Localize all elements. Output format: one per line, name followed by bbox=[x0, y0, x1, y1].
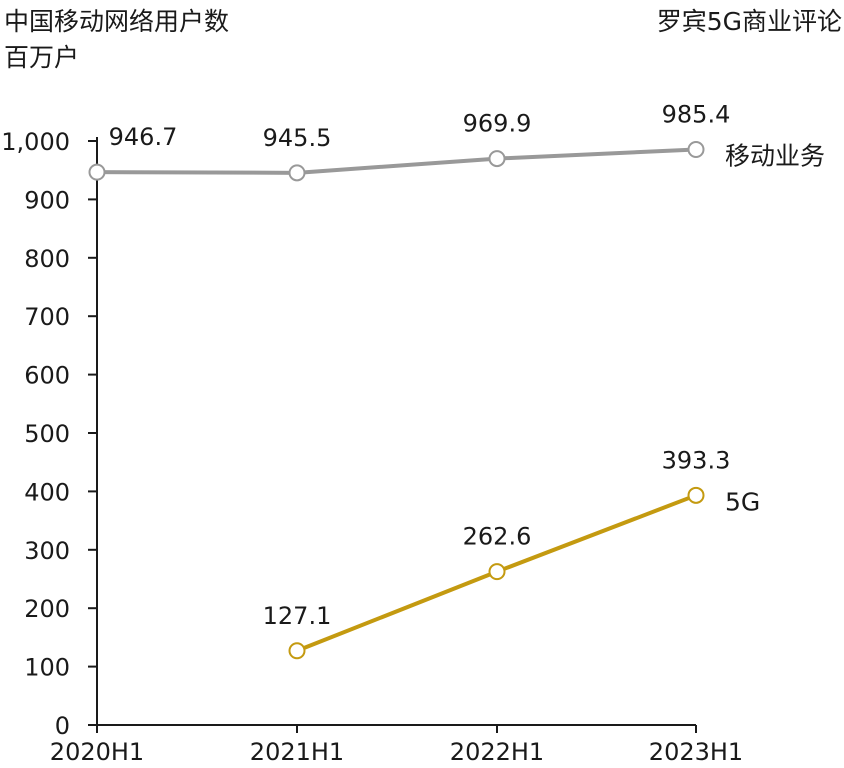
chart-title: 中国移动网络用户数 bbox=[4, 7, 230, 36]
x-tick-label: 2020H1 bbox=[50, 738, 144, 766]
data-label: 985.4 bbox=[662, 101, 731, 129]
data-point bbox=[687, 486, 705, 504]
x-tick-label: 2022H1 bbox=[450, 738, 544, 766]
series-name-label: 移动业务 bbox=[725, 142, 825, 171]
y-tick-label: 300 bbox=[24, 537, 70, 565]
data-label: 127.1 bbox=[263, 602, 332, 630]
series-line-mobile bbox=[96, 147, 697, 175]
x-tick-label: 2021H1 bbox=[250, 738, 344, 766]
y-tick-label: 700 bbox=[24, 303, 70, 331]
data-point bbox=[687, 141, 705, 159]
y-tick-label: 400 bbox=[24, 478, 70, 506]
y-tick-label: 900 bbox=[24, 186, 70, 214]
source-label: 罗宾5G商业评论 bbox=[656, 7, 842, 36]
y-axis-unit: 百万户 bbox=[4, 43, 80, 72]
data-point bbox=[488, 563, 506, 581]
data-point bbox=[488, 150, 506, 168]
x-tick-label: 2023H1 bbox=[649, 738, 743, 766]
data-label: 946.7 bbox=[109, 123, 178, 151]
y-tick-label: 0 bbox=[55, 712, 70, 740]
y-tick-label: 200 bbox=[24, 595, 70, 623]
data-label: 393.3 bbox=[662, 446, 731, 474]
y-tick-label: 1,000 bbox=[1, 128, 70, 156]
data-point bbox=[288, 642, 306, 660]
data-label: 945.5 bbox=[263, 124, 332, 152]
y-tick-label: 100 bbox=[24, 654, 70, 682]
series-name-label: 5G bbox=[725, 487, 760, 516]
y-tick-label: 600 bbox=[24, 362, 70, 390]
data-label: 969.9 bbox=[463, 110, 532, 138]
data-label: 262.6 bbox=[463, 523, 532, 551]
y-tick-label: 800 bbox=[24, 245, 70, 273]
data-point bbox=[288, 164, 306, 182]
y-tick-label: 500 bbox=[24, 420, 70, 448]
data-point bbox=[88, 163, 106, 181]
